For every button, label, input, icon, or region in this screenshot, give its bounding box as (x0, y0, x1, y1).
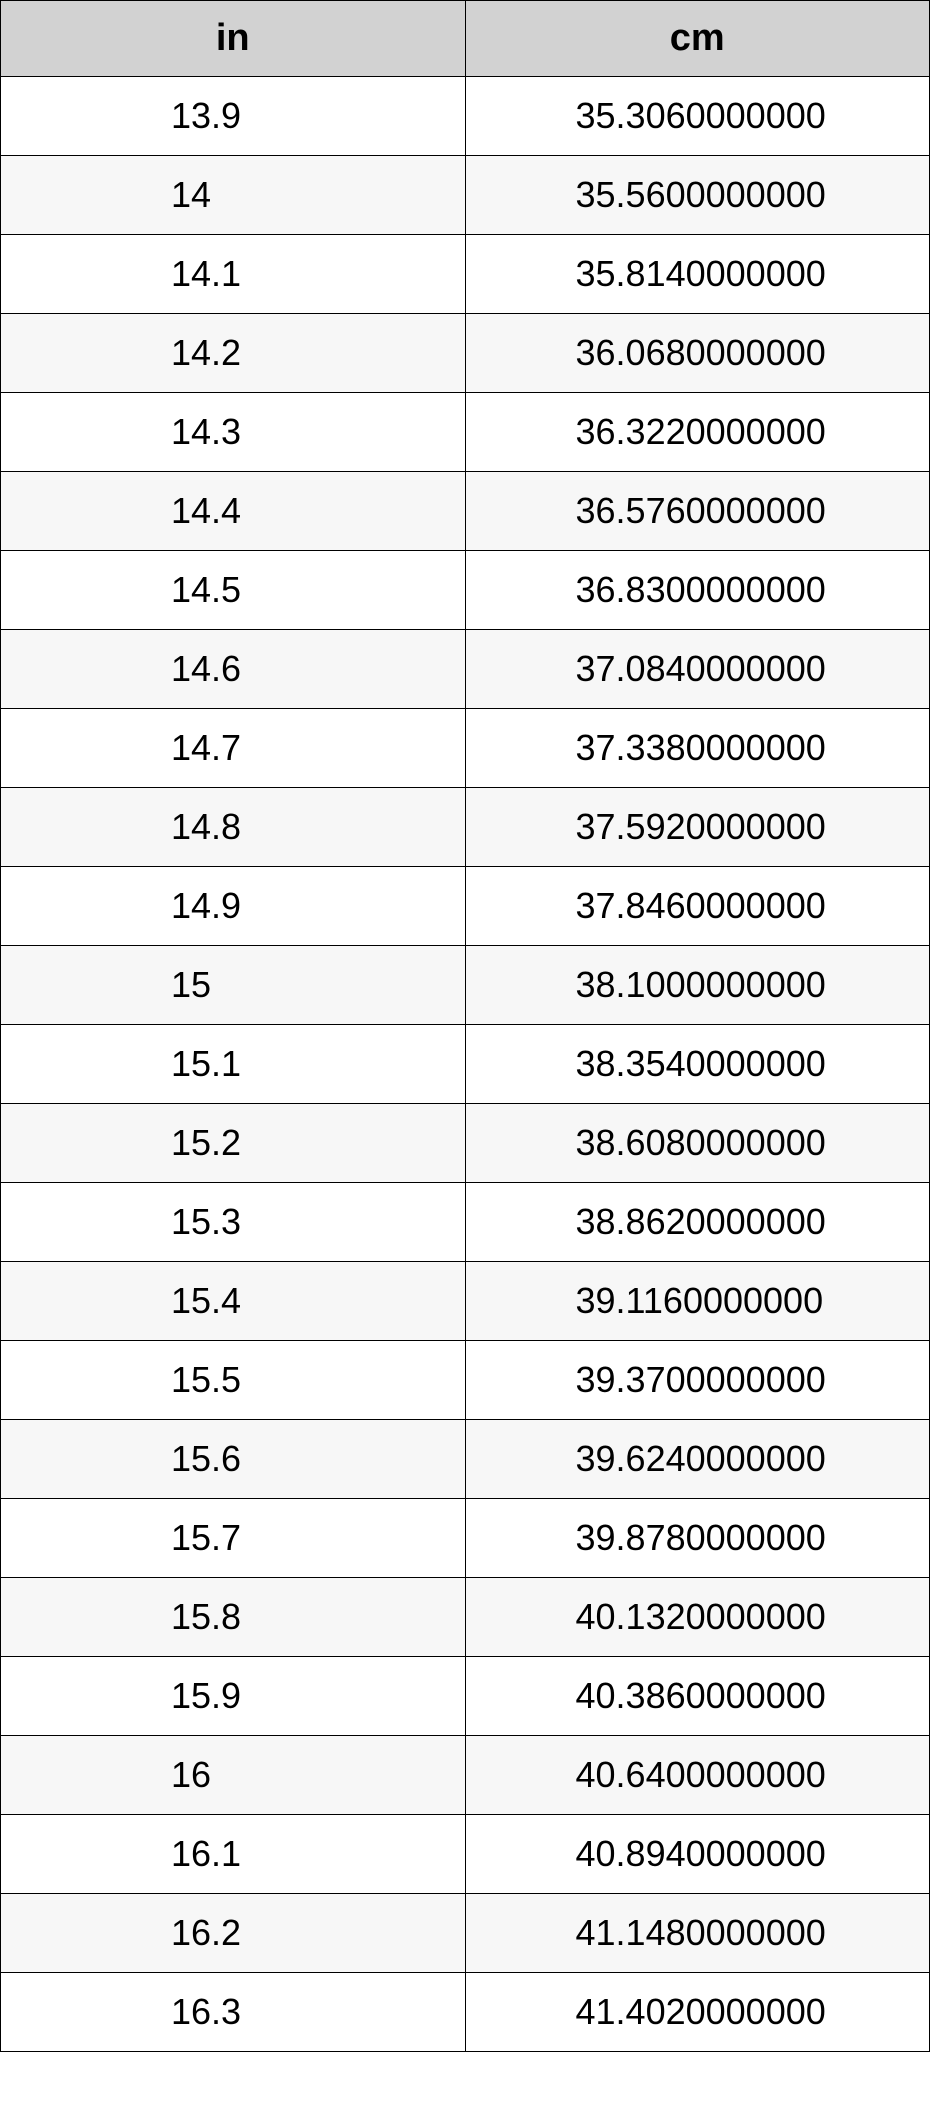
table-row: 14.436.5760000000 (1, 472, 930, 551)
table-body: 13.935.3060000000 1435.5600000000 14.135… (1, 77, 930, 2052)
cell-cm: 36.8300000000 (465, 551, 930, 630)
cell-in: 15.1 (1, 1025, 466, 1104)
cell-in: 15 (1, 946, 466, 1025)
cell-cm: 41.1480000000 (465, 1894, 930, 1973)
cell-in: 14.4 (1, 472, 466, 551)
cell-in: 14.1 (1, 235, 466, 314)
cell-cm: 40.6400000000 (465, 1736, 930, 1815)
table-row: 15.138.3540000000 (1, 1025, 930, 1104)
cell-cm: 37.0840000000 (465, 630, 930, 709)
cell-in: 14.3 (1, 393, 466, 472)
table-row: 15.739.8780000000 (1, 1499, 930, 1578)
cell-cm: 37.8460000000 (465, 867, 930, 946)
cell-cm: 38.6080000000 (465, 1104, 930, 1183)
cell-cm: 35.8140000000 (465, 235, 930, 314)
cell-in: 16.3 (1, 1973, 466, 2052)
cell-in: 16.1 (1, 1815, 466, 1894)
conversion-table: in cm 13.935.3060000000 1435.5600000000 … (0, 0, 930, 2052)
cell-in: 14.9 (1, 867, 466, 946)
table-row: 15.439.1160000000 (1, 1262, 930, 1341)
table-row: 1640.6400000000 (1, 1736, 930, 1815)
cell-cm: 35.5600000000 (465, 156, 930, 235)
cell-in: 15.7 (1, 1499, 466, 1578)
cell-cm: 39.3700000000 (465, 1341, 930, 1420)
table-row: 16.140.8940000000 (1, 1815, 930, 1894)
cell-in: 16.2 (1, 1894, 466, 1973)
cell-in: 15.6 (1, 1420, 466, 1499)
column-header-cm: cm (465, 1, 930, 77)
table-row: 13.935.3060000000 (1, 77, 930, 156)
cell-in: 15.3 (1, 1183, 466, 1262)
cell-cm: 39.6240000000 (465, 1420, 930, 1499)
cell-cm: 40.8940000000 (465, 1815, 930, 1894)
table-row: 16.241.1480000000 (1, 1894, 930, 1973)
table-row: 15.639.6240000000 (1, 1420, 930, 1499)
cell-cm: 41.4020000000 (465, 1973, 930, 2052)
table-row: 1538.1000000000 (1, 946, 930, 1025)
table-header-row: in cm (1, 1, 930, 77)
cell-cm: 38.8620000000 (465, 1183, 930, 1262)
cell-in: 14.2 (1, 314, 466, 393)
table-row: 14.336.3220000000 (1, 393, 930, 472)
table-row: 14.236.0680000000 (1, 314, 930, 393)
cell-in: 13.9 (1, 77, 466, 156)
cell-cm: 39.8780000000 (465, 1499, 930, 1578)
table-row: 16.341.4020000000 (1, 1973, 930, 2052)
cell-in: 14.5 (1, 551, 466, 630)
cell-in: 16 (1, 1736, 466, 1815)
cell-in: 15.4 (1, 1262, 466, 1341)
cell-cm: 37.5920000000 (465, 788, 930, 867)
cell-cm: 36.5760000000 (465, 472, 930, 551)
cell-in: 14.7 (1, 709, 466, 788)
column-header-in: in (1, 1, 466, 77)
cell-in: 15.2 (1, 1104, 466, 1183)
cell-in: 15.9 (1, 1657, 466, 1736)
table-row: 15.539.3700000000 (1, 1341, 930, 1420)
cell-cm: 37.3380000000 (465, 709, 930, 788)
cell-cm: 40.3860000000 (465, 1657, 930, 1736)
cell-cm: 36.3220000000 (465, 393, 930, 472)
cell-in: 14 (1, 156, 466, 235)
table-row: 14.937.8460000000 (1, 867, 930, 946)
table-row: 14.536.8300000000 (1, 551, 930, 630)
table-row: 15.338.8620000000 (1, 1183, 930, 1262)
table-row: 14.837.5920000000 (1, 788, 930, 867)
table-row: 14.737.3380000000 (1, 709, 930, 788)
cell-cm: 36.0680000000 (465, 314, 930, 393)
table-row: 14.637.0840000000 (1, 630, 930, 709)
cell-in: 15.8 (1, 1578, 466, 1657)
cell-cm: 38.3540000000 (465, 1025, 930, 1104)
table-row: 14.135.8140000000 (1, 235, 930, 314)
table-row: 15.238.6080000000 (1, 1104, 930, 1183)
cell-cm: 38.1000000000 (465, 946, 930, 1025)
table-row: 15.840.1320000000 (1, 1578, 930, 1657)
cell-in: 15.5 (1, 1341, 466, 1420)
table-row: 1435.5600000000 (1, 156, 930, 235)
cell-cm: 35.3060000000 (465, 77, 930, 156)
cell-cm: 39.1160000000 (465, 1262, 930, 1341)
table-row: 15.940.3860000000 (1, 1657, 930, 1736)
cell-in: 14.8 (1, 788, 466, 867)
cell-cm: 40.1320000000 (465, 1578, 930, 1657)
cell-in: 14.6 (1, 630, 466, 709)
